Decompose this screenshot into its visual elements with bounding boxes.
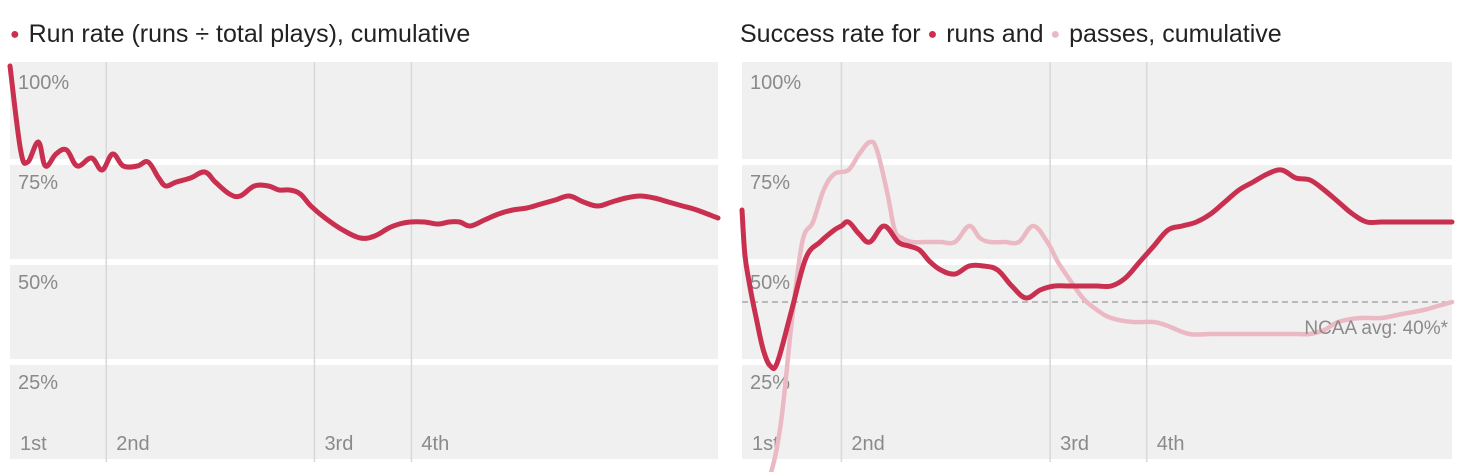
plot-band bbox=[10, 62, 718, 159]
y-tick-label: 25% bbox=[750, 372, 790, 394]
y-tick-label: 100% bbox=[18, 72, 69, 94]
run-rate-title-text: Run rate (runs ÷ total plays), cumulativ… bbox=[28, 20, 471, 48]
y-tick-label: 100% bbox=[750, 72, 801, 94]
run-rate-chart: 25% 50% 75% 100% 1st 2nd 3rd 4th bbox=[7, 62, 721, 462]
ncaa-average-label: NCAA avg: 40%* bbox=[1304, 318, 1448, 339]
run-rate-title: ● Run rate (runs ÷ total plays), cumulat… bbox=[10, 16, 470, 53]
quarter-label: 2nd bbox=[851, 433, 884, 455]
quarter-label: 1st bbox=[20, 433, 47, 455]
plot-band bbox=[10, 265, 718, 359]
passes-legend-dot: ● bbox=[1050, 26, 1061, 43]
y-tick-label: 50% bbox=[750, 272, 790, 294]
passes-legend-label: passes, cumulative bbox=[1069, 20, 1282, 48]
runs-series-line bbox=[739, 167, 1455, 372]
y-tick-label: 75% bbox=[750, 172, 790, 194]
success-rate-title-prefix: Success rate for bbox=[740, 20, 921, 48]
quarter-label: 2nd bbox=[116, 433, 149, 455]
run-rate-panel: ● Run rate (runs ÷ total plays), cumulat… bbox=[0, 0, 730, 472]
success-rate-title: Success rate for ● runs and ● passes, cu… bbox=[740, 16, 1282, 53]
plot-band bbox=[742, 62, 1452, 159]
quarter-label: 4th bbox=[421, 433, 449, 455]
runs-legend-dot: ● bbox=[10, 26, 20, 43]
plot-band bbox=[10, 365, 718, 459]
runs-series-line bbox=[7, 63, 721, 241]
quarter-label: 3rd bbox=[324, 433, 353, 455]
plot-band bbox=[10, 165, 718, 259]
y-tick-label: 50% bbox=[18, 272, 58, 294]
plot-band bbox=[742, 165, 1452, 259]
runs-legend-dot: ● bbox=[927, 26, 938, 43]
quarter-label: 4th bbox=[1157, 433, 1185, 455]
runs-legend-label: runs and bbox=[946, 20, 1044, 48]
quarter-label: 1st bbox=[752, 433, 779, 455]
success-rate-panel: Success rate for ● runs and ● passes, cu… bbox=[730, 0, 1468, 472]
y-tick-label: 25% bbox=[18, 372, 58, 394]
y-tick-label: 75% bbox=[18, 172, 58, 194]
plot-band bbox=[742, 365, 1452, 459]
passes-series-line bbox=[768, 139, 1455, 472]
quarter-label: 3rd bbox=[1060, 433, 1089, 455]
success-rate-chart: 25% 50% 75% 100% 1st 2nd 3rd 4th NCAA avg: 40%* bbox=[739, 62, 1455, 472]
